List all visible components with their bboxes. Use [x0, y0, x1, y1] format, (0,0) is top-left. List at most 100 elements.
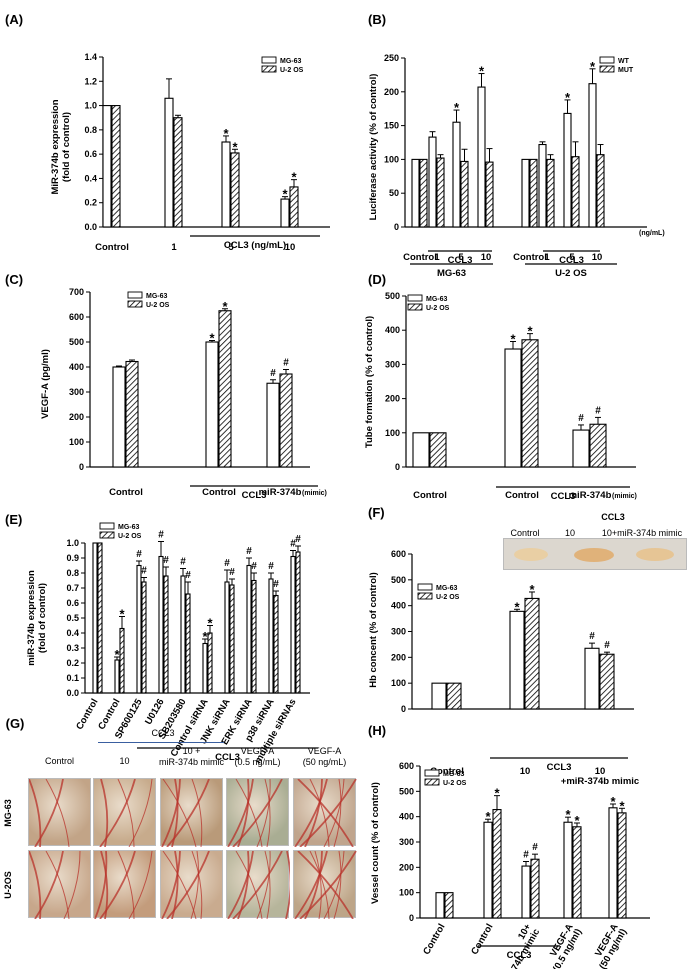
- legend-label: MG-63: [436, 585, 458, 592]
- y-tick-label: 500: [391, 575, 406, 585]
- y-tick-label: 0: [409, 913, 414, 923]
- y-tick-label: 0.2: [66, 658, 79, 668]
- y-tick-label: 300: [399, 837, 414, 847]
- vessel: [237, 778, 250, 848]
- bar-e-mg-63-5: [202, 642, 208, 694]
- bar-d-u-2-os-2: [589, 423, 607, 468]
- bar-a-mg-63-0: [102, 105, 112, 228]
- y-axis-label-text: Hb concent (% of control): [368, 572, 379, 688]
- significance-mark: #: [158, 530, 164, 541]
- group-label: CCL3: [448, 255, 473, 266]
- y-axis-label-text: MiR-374b expression(fold of control): [50, 99, 72, 194]
- y-axis-label: Tube formation (% of control): [364, 316, 375, 448]
- category-label: miR-374b: [569, 490, 612, 501]
- y-tick-label: 1.2: [84, 76, 97, 86]
- legend-label: MG-63: [443, 771, 465, 778]
- bar-a-mg-63-2: [221, 141, 231, 228]
- bar-b-wt-5: [538, 143, 547, 228]
- vessel: [309, 850, 330, 920]
- bar-e-mg-63-8: [268, 578, 274, 694]
- y-tick-label: 0: [395, 462, 400, 472]
- bar-h-u-2-os-4: [617, 812, 627, 919]
- y-tick-label: 200: [391, 652, 406, 662]
- category-label: Control: [513, 252, 547, 263]
- y-axis-label: Luciferase activity (% of control): [368, 74, 379, 221]
- group-label: CCL3: [242, 490, 267, 501]
- category-label: 10: [592, 252, 603, 263]
- vessel: [264, 778, 271, 848]
- significance-mark: #: [163, 555, 169, 566]
- vessel: [162, 850, 197, 920]
- panel-label-c: (C): [5, 272, 23, 287]
- cam-photo-1-0: [28, 850, 91, 920]
- category-label-text: U0126: [143, 697, 167, 727]
- y-tick-label: 50: [389, 188, 399, 198]
- bar-b-wt-0: [411, 158, 420, 228]
- chart-a: (A) 0.0 0.2 0.4 0.6 0.8 1.0 1.2 1.4 MiR-374b expr…: [5, 12, 330, 253]
- significance-mark: #: [523, 850, 529, 861]
- vessel: [171, 778, 179, 848]
- significance-mark: #: [224, 558, 230, 569]
- significance-mark: *: [223, 126, 229, 141]
- y-tick-label: 1.0: [84, 101, 97, 111]
- bar-f-u-2-os-0: [446, 682, 462, 710]
- vessel-network: [28, 778, 70, 848]
- y-tick-label: 0.0: [66, 688, 79, 698]
- significance-mark: *: [209, 331, 215, 346]
- y-tick-label: 0: [394, 222, 399, 232]
- bar-e-u-2-os-2: [141, 581, 147, 694]
- y-tick-label: 0.8: [84, 125, 97, 135]
- bar-b-mut-3: [485, 161, 494, 228]
- y-axis-label: Hb concent (% of control): [368, 572, 379, 688]
- significance-mark: #: [141, 566, 147, 577]
- category-label: Control: [421, 922, 447, 957]
- category-label-text: Control: [421, 922, 447, 957]
- vessel: [264, 850, 271, 920]
- bar-h-u-2-os-2: [530, 858, 540, 919]
- y-tick-label: 0.0: [84, 222, 97, 232]
- y-tick-label: 0.9: [66, 553, 79, 563]
- bar-a-u-2-os-1: [173, 117, 183, 228]
- group-label: CCL3 (ng/mL): [224, 240, 286, 251]
- chart-d: (D) 0 100 200 300 400 500 Tube formation (% of …: [364, 272, 637, 502]
- y-tick-label: 400: [69, 362, 84, 372]
- significance-mark: *: [565, 807, 571, 822]
- significance-mark: *: [527, 324, 533, 339]
- legend-label: U-2 OS: [146, 302, 170, 309]
- panel-g-col-label: Control: [44, 756, 74, 766]
- y-tick-label: 400: [385, 325, 400, 335]
- y-tick-label: 0.6: [66, 598, 79, 608]
- vessel: [128, 778, 153, 848]
- legend-swatch: [599, 56, 615, 64]
- bar-b-wt-2: [452, 121, 461, 228]
- significance-mark: *: [222, 299, 228, 314]
- panel-g-label: (G): [5, 716, 25, 731]
- bar-h-mg-63-0: [435, 892, 445, 919]
- significance-mark: #: [180, 557, 186, 568]
- vessel: [45, 778, 70, 848]
- vessel: [227, 778, 254, 848]
- panel-g-col-label: 10: [119, 756, 130, 766]
- bar-b-mut-7: [596, 154, 605, 228]
- significance-mark: *: [114, 647, 120, 662]
- vessel: [256, 850, 271, 920]
- panel-g-col-label: 10 + miR-374b mimic: [158, 746, 224, 767]
- bar-b-wt-1: [428, 136, 437, 228]
- cam-photo-1-2: [160, 850, 223, 920]
- vessel: [171, 850, 179, 920]
- significance-mark: *: [529, 582, 535, 597]
- y-tick-label: 200: [384, 87, 399, 97]
- bar-c-mg-63-2: [266, 382, 280, 468]
- significance-mark: *: [207, 616, 213, 631]
- vessel: [100, 778, 109, 848]
- vessel: [235, 850, 263, 920]
- vessel: [235, 778, 263, 848]
- y-axis-label-text: Luciferase activity (% of control): [368, 74, 379, 221]
- note-mimic: (mimic): [612, 493, 637, 500]
- bar-f-mg-63-1: [509, 610, 525, 710]
- bar-b-mut-0: [419, 158, 428, 228]
- category-label: VEGF-A(50 ng/ml): [593, 922, 629, 969]
- vessel: [162, 778, 197, 848]
- bar-d-mg-63-1: [504, 348, 522, 468]
- category-label: U0126: [143, 697, 167, 727]
